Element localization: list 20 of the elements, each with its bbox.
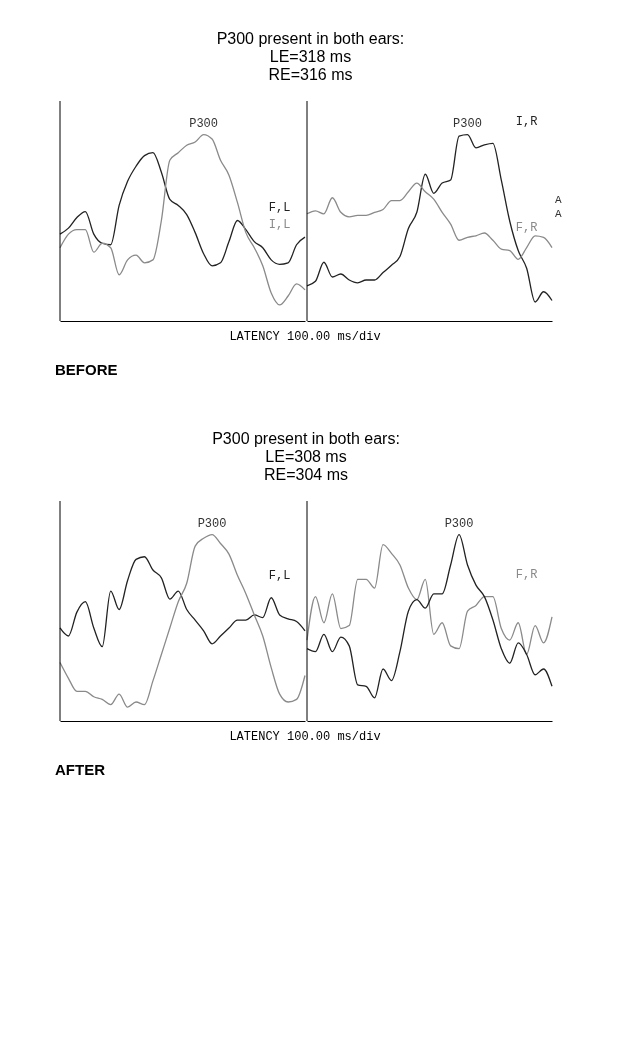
chart-title: P300 present in both ears: [216,29,405,47]
text: I,R [515,114,538,129]
text: A [555,208,562,220]
text: P300 [453,116,482,131]
chart-title: P300 present in both ears: [212,429,400,447]
text: A [555,194,562,206]
text: AFTER [55,761,106,778]
x-axis-title: LATENCY 100.00 ms/div [229,330,381,344]
series-label: F,R [515,221,538,236]
text: F,L [268,201,291,216]
x-axis-title: LATENCY 100.00 ms/div [229,730,381,744]
text: P300 [189,116,219,131]
text: P300 [197,516,227,531]
text: F,R [515,568,538,583]
series-label: F,L [268,569,291,584]
series-label: I,L [268,218,291,233]
chart-subtitle: LE=318 ms RE=316 ms [268,47,353,83]
text: BEFORE [55,361,118,378]
chart-subtitle: LE=308 ms RE=304 ms [263,447,349,483]
text: P300 [444,516,474,531]
